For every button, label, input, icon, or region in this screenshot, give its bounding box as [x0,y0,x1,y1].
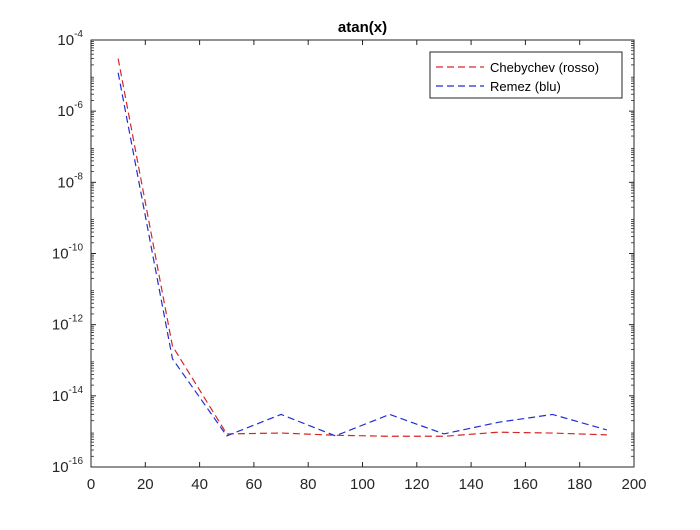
y-tick-base: 10 [52,459,69,476]
x-tick-label: 120 [404,476,429,493]
x-tick-label: 160 [513,476,538,493]
y-tick-label: 10-6 [57,100,83,120]
legend: Chebychev (rosso) Remez (blu) [429,51,623,99]
y-tick-label: 10-14 [52,385,84,405]
y-tick-base: 10 [57,103,74,120]
y-tick-exponent: -16 [69,456,84,467]
y-tick-base: 10 [57,32,74,49]
y-tick-label: 10-10 [52,243,84,263]
legend-box [429,51,623,99]
y-tick-base: 10 [52,388,69,405]
y-tick-exponent: -10 [69,243,84,254]
y-tick-exponent: -14 [69,385,84,396]
legend-label: Chebychev (rosso) [490,60,599,75]
x-tick-label: 60 [246,476,263,493]
y-tick-base: 10 [52,246,69,263]
y-tick-label: 10-12 [52,314,84,334]
y-tick-exponent: -6 [74,100,83,111]
x-tick-label: 200 [621,476,646,493]
y-tick-label: 10-4 [57,29,83,49]
series-line-remez [117,72,608,437]
series-line-chebychev [117,58,607,437]
plot-background [91,40,634,467]
x-tick-label: 80 [300,476,317,493]
x-tick-label: 0 [87,476,95,493]
y-tick-base: 10 [57,174,74,191]
x-tick-label: 140 [459,476,484,493]
series-layer [117,58,608,437]
x-tick-label: 180 [567,476,592,493]
y-tick-exponent: -8 [74,171,83,182]
x-tick-label: 20 [137,476,154,493]
x-tick-label: 40 [191,476,208,493]
y-tick-label: 10-8 [57,171,83,191]
y-tick-base: 10 [52,317,69,334]
y-tick-label: 10-16 [52,456,84,476]
legend-label: Remez (blu) [490,79,561,94]
x-axis: 0 20 40 60 80 100 120 140 160 180 200 [87,40,647,493]
chart-title: atan(x) [338,19,387,36]
x-tick-label: 100 [350,476,375,493]
y-tick-exponent: -4 [74,29,83,40]
y-tick-exponent: -12 [69,314,84,325]
